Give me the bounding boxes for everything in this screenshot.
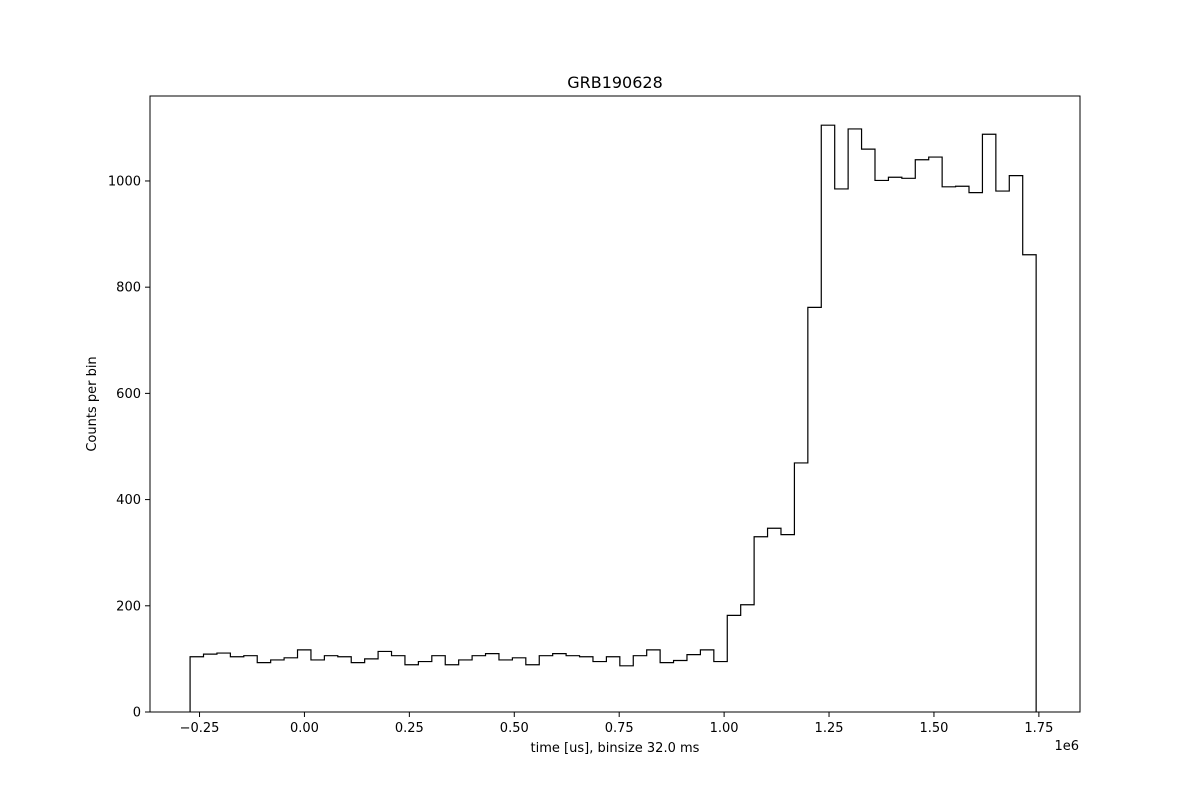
x-tick-label: 1.25 (815, 721, 844, 736)
plot-area-frame (149, 95, 1081, 713)
x-tick-label: 0.75 (605, 721, 634, 736)
y-axis: 0 200 400 600 800 1000 (108, 174, 150, 721)
y-tick-label: 600 (116, 387, 141, 402)
x-axis-offset-label: 1e6 (1054, 739, 1079, 754)
x-axis-label: time [us], binsize 32.0 ms (531, 741, 700, 756)
chart-title: GRB190628 (567, 73, 663, 92)
x-tick-label: 0.25 (395, 721, 424, 736)
y-tick-label: 400 (116, 493, 141, 508)
x-axis: −0.25 0.00 0.25 0.50 0.75 1.00 1.25 1.50 1.75 (180, 712, 1053, 736)
y-axis-label: Counts per bin (85, 356, 100, 451)
histogram-step-line (189, 124, 1037, 712)
x-tick-label: 0.00 (290, 721, 319, 736)
y-tick-label: 200 (116, 599, 141, 614)
y-tick-label: 1000 (108, 174, 141, 189)
y-tick-label: 0 (133, 706, 141, 721)
x-tick-label: 1.75 (1024, 721, 1053, 736)
y-tick-label: 800 (116, 281, 141, 296)
x-tick-label: −0.25 (180, 721, 220, 736)
x-tick-label: 1.00 (710, 721, 739, 736)
x-tick-label: 1.50 (919, 721, 948, 736)
x-tick-label: 0.50 (500, 721, 529, 736)
